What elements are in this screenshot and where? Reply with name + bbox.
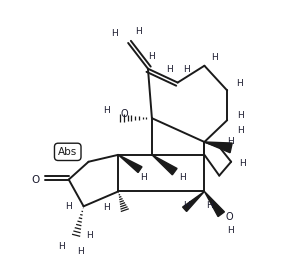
Polygon shape [204,191,224,217]
Polygon shape [152,155,177,175]
Text: H: H [227,226,234,235]
Text: H: H [149,52,155,61]
Text: Abs: Abs [58,147,77,157]
Text: H: H [135,27,141,35]
Text: O: O [225,212,233,222]
Text: H: H [236,79,243,88]
Text: H: H [65,202,72,211]
Text: H: H [183,65,190,74]
Text: O: O [120,109,128,119]
Text: H: H [59,242,65,251]
Text: H: H [179,173,186,182]
Polygon shape [183,191,204,211]
Text: H: H [237,126,243,134]
Text: H: H [211,53,218,62]
Text: H: H [206,201,213,210]
Text: H: H [239,159,245,168]
Text: H: H [111,29,118,38]
Text: H: H [104,106,110,115]
Text: H: H [77,247,84,256]
Text: H: H [166,65,173,74]
Text: H: H [141,173,147,182]
Text: H: H [183,201,190,210]
Text: O: O [31,175,39,185]
Polygon shape [118,155,142,172]
Polygon shape [204,142,232,153]
Text: H: H [86,230,93,240]
Text: H: H [237,111,243,120]
Text: H: H [227,138,234,147]
Text: H: H [103,203,110,212]
